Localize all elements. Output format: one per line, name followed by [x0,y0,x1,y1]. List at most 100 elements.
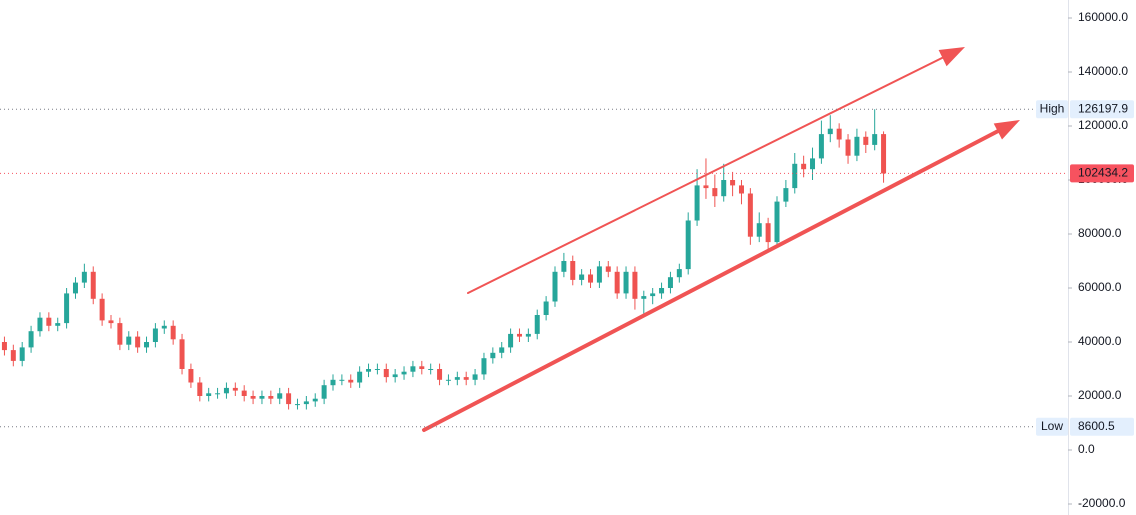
y-tick-label: 80000.0 [1078,226,1122,240]
y-tick-label: 120000.0 [1078,118,1128,132]
candle-body [694,185,700,221]
candle-body [881,134,887,174]
marker-value-bg [1070,417,1134,436]
candle-body [854,136,860,156]
trend-lines [422,47,1020,432]
candle-body [99,298,105,321]
candle-body [152,328,158,343]
candle-body [650,293,656,297]
y-tick-label: -20000.0 [1078,496,1126,510]
y-tick-label: 0.0 [1078,442,1095,456]
candle-body [215,393,221,395]
marker-value: 8600.5 [1078,419,1115,433]
y-tick-label: 40000.0 [1078,334,1122,348]
candle-body [872,134,878,145]
candle-body [641,296,647,299]
candle-body [561,261,567,272]
candle-body [330,379,336,386]
candle-body [632,271,638,299]
candle-body [596,266,602,283]
candle-body [108,320,114,324]
candle-body [588,274,594,283]
candle-body [712,188,718,197]
candle-body [445,379,451,381]
candle-body [81,271,87,283]
candle-body [676,269,682,278]
candle-body [730,180,736,186]
candle-body [401,371,407,375]
arrow-head [938,47,965,67]
candle-body [286,393,292,405]
candle-body [410,366,416,372]
last-price-label: 102434.2 [1078,166,1128,180]
candle-body [570,261,576,280]
marker-label-bg [1036,100,1068,119]
candle-body [738,185,744,194]
candle-body [801,163,807,170]
candle-body [383,369,389,378]
candle-body [37,317,43,332]
candle-body [463,377,469,380]
candle-body [614,271,620,294]
candle-body [579,274,585,280]
candle-body [419,366,425,370]
candle-body [623,271,629,294]
last-price-bg [1070,164,1134,183]
candle-body [161,325,167,329]
candle-body [10,350,16,361]
candle-body [117,323,123,345]
candle-body [756,223,762,237]
candle-body [428,369,434,371]
candle-body [454,377,460,380]
candle-body [765,223,771,243]
candle-body [499,347,505,353]
candle-body [250,396,256,399]
arrow-head [993,120,1020,140]
candle-body [481,358,487,375]
candle-body [703,185,709,189]
candle-body [374,369,380,371]
y-tick-label: 160000.0 [1078,10,1128,24]
candle-body [792,163,798,189]
candle-body [490,352,496,359]
candle-body [810,158,816,170]
candle-body [1,342,7,351]
candle-body [508,333,514,348]
marker-value: 126197.9 [1078,101,1128,115]
candle-body [827,128,833,135]
candle-body [64,293,70,324]
candle-body [392,374,398,378]
candle-body [28,331,34,348]
marker-value-bg [1070,100,1134,119]
candle-body [516,333,522,337]
marker-label: High [1040,101,1065,115]
candle-body [268,396,274,399]
candles [1,109,887,410]
candle-body [783,188,789,202]
candle-body [90,271,96,299]
candle-body [188,369,194,383]
candle-body [126,336,132,345]
candle-body [659,288,665,294]
candle-body [259,396,265,399]
candle-body [472,374,478,380]
candle-body [685,220,691,270]
candle-body [135,336,141,348]
candle-body [366,369,372,372]
candle-body [747,193,753,237]
candle-body [223,387,229,394]
candle-body [667,277,673,289]
candle-body [721,180,727,197]
candle-body [294,404,300,406]
y-tick-label: 20000.0 [1078,388,1122,402]
candle-body [525,333,531,337]
candle-body [55,323,61,326]
y-tick-label: 140000.0 [1078,64,1128,78]
candle-body [241,390,247,397]
candle-body [19,347,25,361]
candle-body [197,382,203,397]
candle-body [144,342,150,348]
y-tick-label: 60000.0 [1078,280,1122,294]
